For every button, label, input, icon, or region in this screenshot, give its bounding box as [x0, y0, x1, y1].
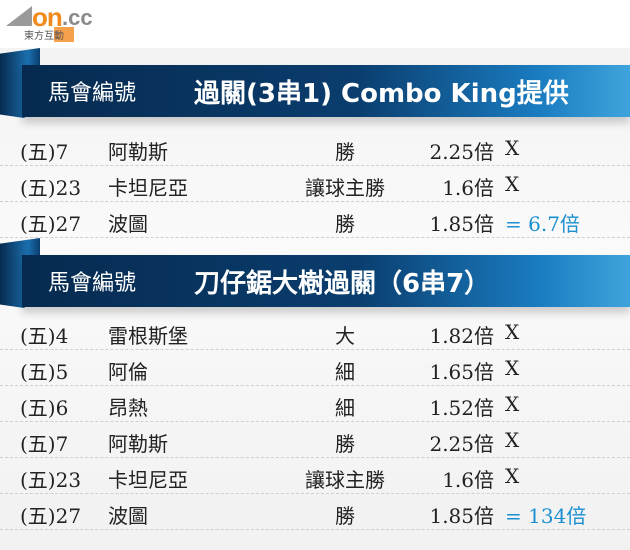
bet-row: (五)7 阿勒斯 勝 2.25倍 X: [0, 130, 630, 166]
header-title: 刀仔鋸大樹過關（6串7）: [194, 268, 491, 299]
bet-row: (五)27 波圖 勝 1.85倍 = 6.7倍: [0, 202, 630, 238]
row-odds: 1.82倍: [429, 324, 494, 348]
row-code: (五)27: [20, 504, 82, 528]
row-bet: 勝: [335, 140, 355, 164]
row-team: 卡坦尼亞: [108, 176, 188, 200]
bet-row: (五)7 阿勒斯 勝 2.25倍 X: [0, 422, 630, 458]
row-code: (五)23: [20, 176, 82, 200]
row-team: 雷根斯堡: [108, 324, 188, 348]
row-bet: 大: [335, 324, 355, 348]
row-result: X: [505, 172, 520, 196]
row-team: 昂熱: [108, 396, 148, 420]
row-team: 阿倫: [108, 360, 148, 384]
row-bet: 讓球主勝: [305, 176, 385, 200]
row-bet: 勝: [335, 212, 355, 236]
bet-row: (五)5 阿倫 細 1.65倍 X: [0, 350, 630, 386]
header-title: 過關(3串1) Combo King提供: [194, 78, 569, 109]
row-code: (五)5: [20, 360, 69, 384]
row-odds: 2.25倍: [429, 140, 494, 164]
row-odds: 1.6倍: [442, 176, 494, 200]
bet-row: (五)27 波圖 勝 1.85倍 = 134倍: [0, 494, 630, 530]
section-header-1: 馬會編號 過關(3串1) Combo King提供: [22, 65, 630, 117]
row-result: = 134倍: [505, 504, 587, 528]
row-result: = 6.7倍: [505, 212, 580, 236]
row-result: X: [505, 320, 520, 344]
row-team: 阿勒斯: [108, 140, 168, 164]
row-code: (五)23: [20, 468, 82, 492]
header-label: 馬會編號: [48, 81, 137, 106]
row-result: X: [505, 428, 520, 452]
row-code: (五)27: [20, 212, 82, 236]
row-result: X: [505, 392, 520, 416]
row-code: (五)7: [20, 140, 69, 164]
row-code: (五)4: [20, 324, 69, 348]
bet-row: (五)4 雷根斯堡 大 1.82倍 X: [0, 314, 630, 350]
oncc-logo: on .cc 東方互動: [6, 2, 93, 42]
row-team: 波圖: [108, 504, 148, 528]
row-bet: 勝: [335, 504, 355, 528]
row-result: X: [505, 464, 520, 488]
row-team: 卡坦尼亞: [108, 468, 188, 492]
row-bet: 細: [335, 396, 355, 420]
row-code: (五)7: [20, 432, 69, 456]
row-bet: 勝: [335, 432, 355, 456]
bet-row: (五)6 昂熱 細 1.52倍 X: [0, 386, 630, 422]
section-header-2: 馬會編號 刀仔鋸大樹過關（6串7）: [22, 255, 630, 307]
row-odds: 1.65倍: [429, 360, 494, 384]
row-team: 阿勒斯: [108, 432, 168, 456]
bet-row: (五)23 卡坦尼亞 讓球主勝 1.6倍 X: [0, 166, 630, 202]
row-odds: 1.6倍: [442, 468, 494, 492]
row-odds: 2.25倍: [429, 432, 494, 456]
row-odds: 1.85倍: [429, 212, 494, 236]
row-odds: 1.85倍: [429, 504, 494, 528]
row-team: 波圖: [108, 212, 148, 236]
row-bet: 讓球主勝: [305, 468, 385, 492]
header-label: 馬會編號: [48, 271, 137, 296]
row-odds: 1.52倍: [429, 396, 494, 420]
bet-row: (五)23 卡坦尼亞 讓球主勝 1.6倍 X: [0, 458, 630, 494]
row-bet: 細: [335, 360, 355, 384]
row-result: X: [505, 136, 520, 160]
row-result: X: [505, 356, 520, 380]
row-code: (五)6: [20, 396, 69, 420]
